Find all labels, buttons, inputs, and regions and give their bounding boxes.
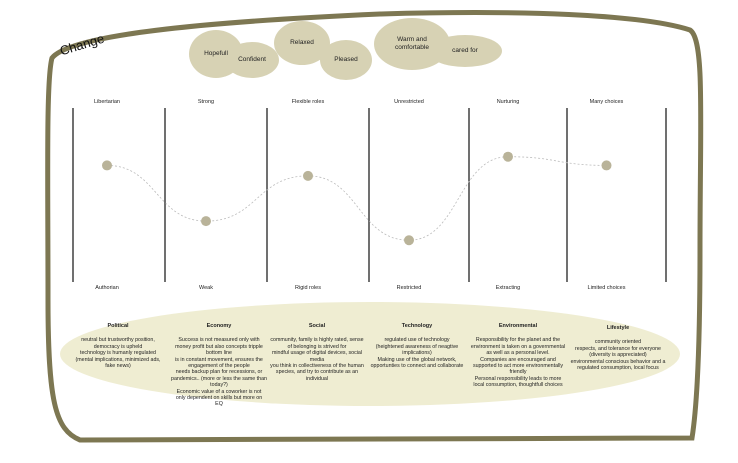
category-lifestyle: Lifestyle community oriented respects, an…	[553, 325, 683, 371]
category-environmental: Environmental Responsibility for the plan…	[453, 323, 583, 389]
scale-bottom-label: Weak	[199, 285, 213, 291]
feeling-bubble	[225, 42, 279, 78]
category-title: Environmental	[498, 323, 538, 329]
feeling-label: Relaxed	[290, 39, 314, 46]
category-title: Technology	[401, 323, 433, 329]
category-political: Political neutral but trustworthy positio…	[53, 323, 183, 369]
scale-point	[404, 235, 414, 246]
trend-line	[106, 156, 607, 241]
category-title: Lifestyle	[606, 325, 630, 331]
feeling-label: Hopefull	[204, 50, 228, 57]
category-text: regulated use of technology (heightened …	[370, 337, 464, 370]
category-social: Social community, family is highly rated,…	[252, 323, 382, 382]
scale-bottom-label: Authorian	[95, 285, 119, 291]
scale-top-label: Strong	[197, 99, 215, 105]
feeling-bubble	[428, 35, 502, 67]
scale-top-label: Unrestricted	[394, 99, 424, 105]
scale-top-label: Many choices	[589, 99, 624, 105]
feeling-label: cared for	[452, 47, 478, 54]
feeling-label: Pleased	[334, 56, 358, 63]
scale-point	[601, 160, 612, 171]
scale-bottom-label: Rigid roles	[295, 285, 321, 291]
scale-point	[201, 216, 211, 227]
category-economy: Economy Success is not measured only with…	[154, 323, 284, 408]
category-title: Economy	[206, 323, 232, 329]
category-technology: Technology regulated use of technology (h…	[352, 323, 482, 369]
scale-top-label: Nurturing	[496, 99, 520, 105]
category-text: Responsibility for the planet and the en…	[470, 337, 566, 389]
scale-point	[503, 151, 513, 162]
feeling-bubble	[274, 21, 330, 65]
category-text: neutral but trustworthy position, democr…	[75, 337, 161, 370]
frame-border	[45, 10, 704, 443]
scale-point	[102, 160, 112, 171]
scale-top-label: Libertarian	[94, 99, 120, 105]
scale-bottom-label: Limited choices	[587, 285, 626, 291]
feeling-label: Warm and comfortable	[395, 36, 429, 51]
category-text: community, family is highly rated, sense…	[270, 337, 364, 382]
category-text: community oriented respects, and toleran…	[570, 339, 666, 372]
scale-bottom-label: Restricted	[396, 285, 422, 291]
scale-top-label: Flexible roles	[291, 99, 325, 105]
category-title: Social	[308, 323, 326, 329]
category-title: Political	[107, 323, 129, 329]
feeling-label: Confident	[238, 56, 266, 63]
scale-point	[303, 170, 313, 181]
scale-bottom-label: Extracting	[495, 285, 521, 291]
category-text: Success is not measured only with money …	[171, 337, 267, 408]
categories-panel	[60, 302, 680, 406]
feeling-bubble	[320, 40, 372, 80]
